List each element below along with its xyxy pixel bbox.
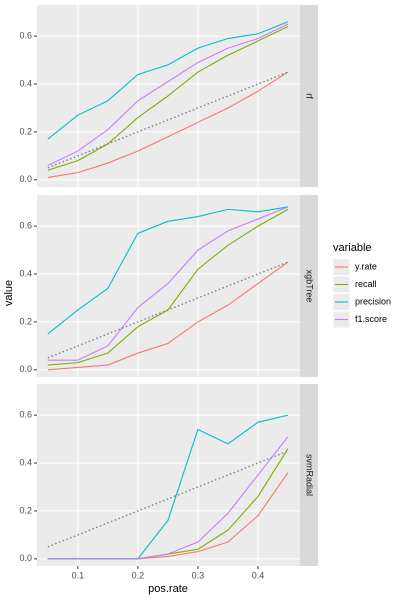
y-tick-label: 0.6 xyxy=(19,410,32,420)
facet-label: rf xyxy=(305,93,315,99)
reference-line xyxy=(47,450,289,548)
y-tick-label: 0.2 xyxy=(19,126,32,136)
x-tick-label: 0.1 xyxy=(72,570,85,580)
series-line xyxy=(47,261,289,371)
panel-background xyxy=(37,195,300,377)
facet-label: xgbTree xyxy=(305,270,315,303)
facet-strip xyxy=(300,195,318,377)
legend-label: f1.score xyxy=(355,314,387,324)
y-tick-label: 0.6 xyxy=(19,31,32,41)
series-line xyxy=(47,21,289,140)
series-line xyxy=(47,26,289,171)
y-tick-label: 0.4 xyxy=(19,78,32,88)
legend-label: y.rate xyxy=(355,261,377,271)
legend-label: precision xyxy=(355,296,391,306)
y-tick-label: 0.2 xyxy=(19,316,32,326)
panel-background xyxy=(37,384,300,566)
y-tick-label: 0.2 xyxy=(19,505,32,515)
y-tick-label: 0.0 xyxy=(19,553,32,563)
facet-strip xyxy=(300,384,318,566)
y-tick-label: 0.4 xyxy=(19,457,32,467)
y-tick-label: 0.6 xyxy=(19,221,32,231)
x-tick-label: 0.2 xyxy=(132,570,145,580)
series-line xyxy=(47,436,289,560)
legend-title: variable xyxy=(333,242,372,254)
reference-line xyxy=(47,261,289,359)
y-axis-title: value xyxy=(3,280,15,306)
x-axis-title: pos.rate xyxy=(148,583,188,595)
series-line xyxy=(47,206,289,335)
series-line xyxy=(47,206,289,361)
facet-label: svmRadial xyxy=(305,454,315,496)
reference-line xyxy=(47,71,289,169)
legend-label: recall xyxy=(355,279,377,289)
x-tick-label: 0.3 xyxy=(192,570,205,580)
series-line xyxy=(47,71,289,178)
y-tick-label: 0.0 xyxy=(19,364,32,374)
series-line xyxy=(47,23,289,166)
x-tick-label: 0.4 xyxy=(252,570,265,580)
y-tick-label: 0.0 xyxy=(19,174,32,184)
facet-strip xyxy=(300,5,318,187)
y-tick-label: 0.4 xyxy=(19,268,32,278)
